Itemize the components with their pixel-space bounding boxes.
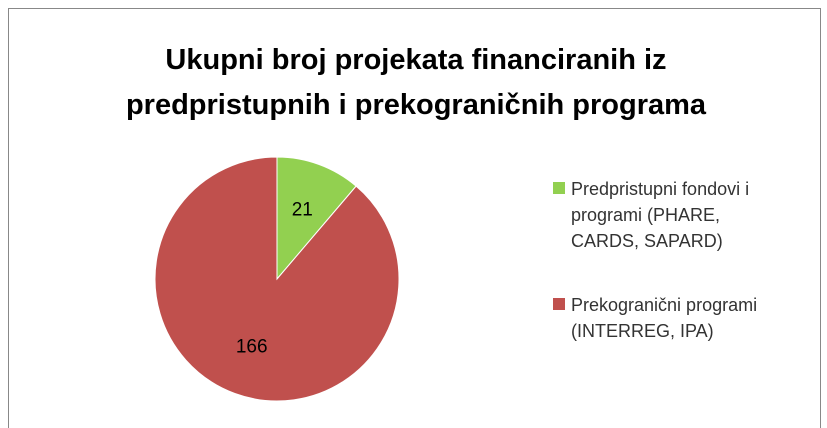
data-label: 166 [236, 337, 268, 358]
legend-swatch [553, 298, 565, 310]
legend-item: Predpristupni fondovi i programi (PHARE,… [553, 176, 793, 254]
chart-frame [8, 8, 821, 428]
legend-label: Prekogranični programi (INTERREG, IPA) [571, 295, 758, 341]
pie-slice [154, 156, 400, 402]
chart-title: Ukupni broj projekata financiranih iz pr… [125, 44, 707, 121]
pie-slice [276, 156, 357, 281]
data-label: 21 [292, 199, 313, 220]
legend-item: Prekogranični programi (INTERREG, IPA) [553, 292, 793, 344]
legend-label: Predpristupni fondovi i programi (PHARE,… [571, 179, 750, 251]
legend-swatch [553, 182, 565, 194]
